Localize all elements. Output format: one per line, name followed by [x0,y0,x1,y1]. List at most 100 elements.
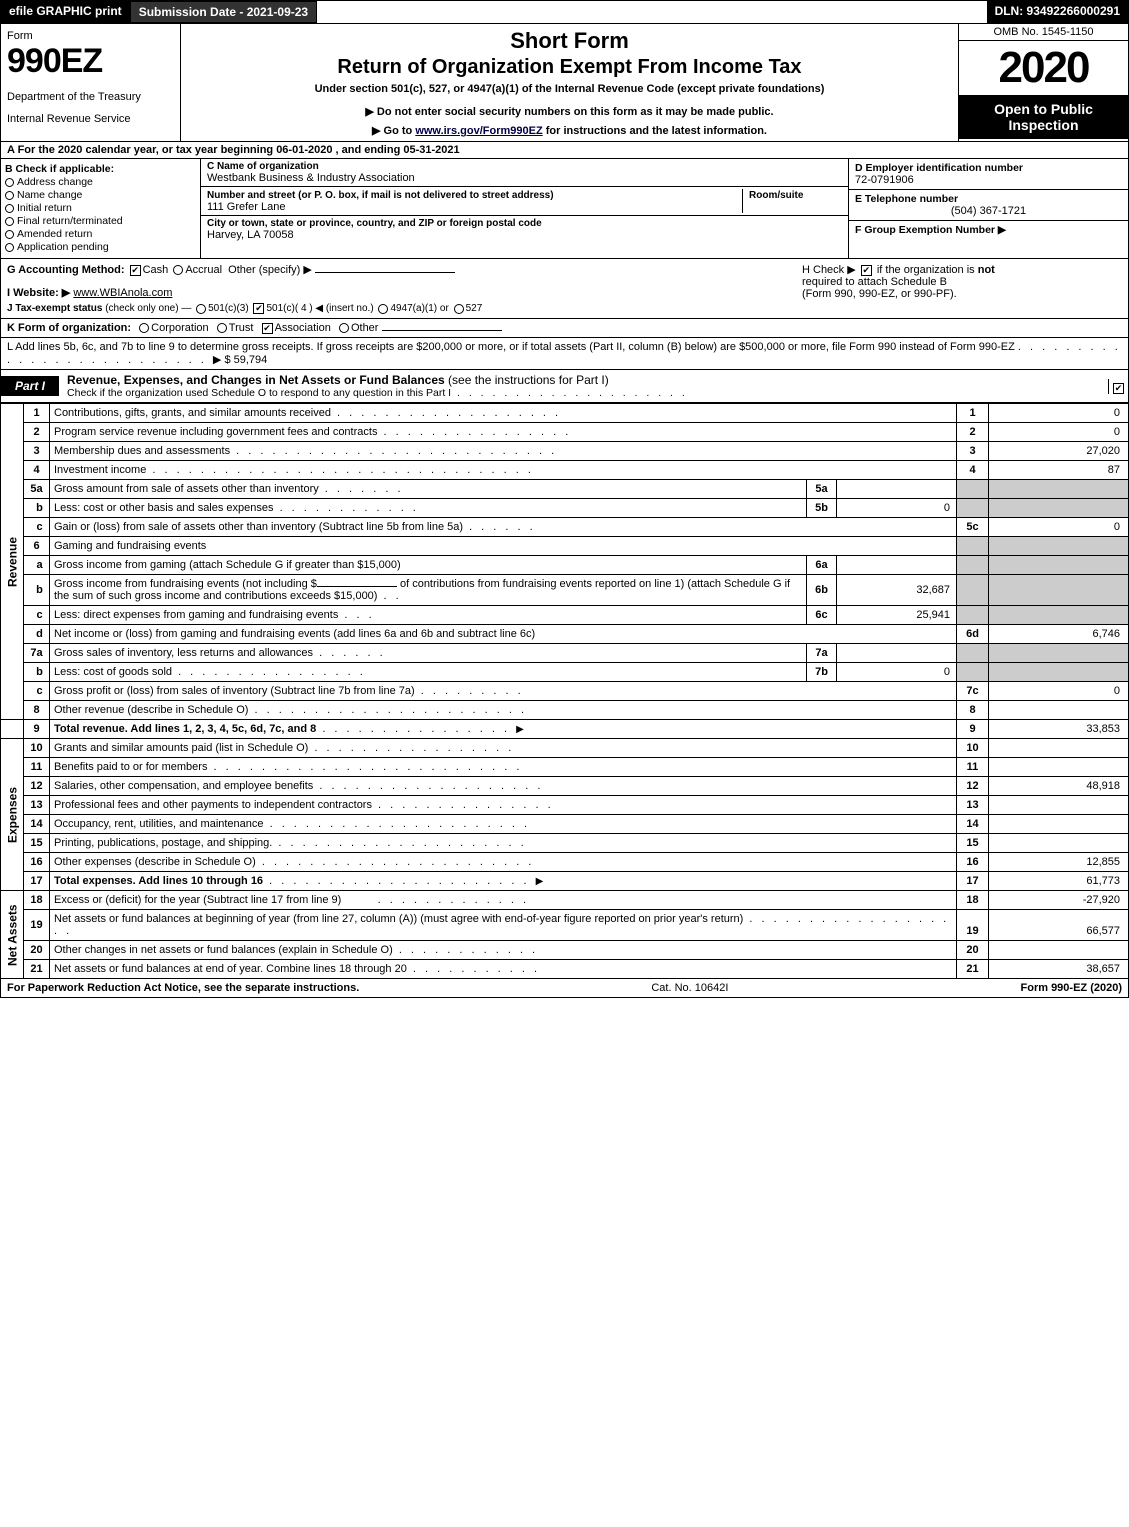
desc: Occupancy, rent, utilities, and maintena… [54,818,264,830]
cb-final-return[interactable]: Final return/terminated [5,215,196,227]
phone-val: (504) 367-1721 [855,205,1122,217]
numcol: 5c [957,518,989,537]
blank-line[interactable] [317,586,397,587]
grey [957,575,989,606]
street-val: 111 Grefer Lane [207,201,285,213]
line-6a: a Gross income from gaming (attach Sched… [1,556,1129,575]
desc: Printing, publications, postage, and shi… [54,837,272,849]
g-other-line[interactable] [315,272,455,273]
cb-501c[interactable] [253,303,264,314]
h-text4: (Form 990, 990-EZ, or 990-PF). [802,288,957,300]
link-post: for instructions and the latest informat… [543,125,767,137]
form-header: Form 990EZ Department of the Treasury In… [0,24,1129,142]
desc: Net assets or fund balances at beginning… [54,913,743,925]
amt: 6,746 [989,625,1129,644]
grey [957,480,989,499]
form-label: Form [7,30,174,42]
grey [957,537,989,556]
j-opt1: 501(c)( 4 ) ◀ (insert no.) [266,303,373,314]
subval [837,480,957,499]
cb-label: Initial return [17,202,72,214]
grey [989,556,1129,575]
k-other-line[interactable] [382,330,502,331]
amt [989,758,1129,777]
footer-left: For Paperwork Reduction Act Notice, see … [7,982,359,994]
cb-pending[interactable]: Application pending [5,241,196,253]
line-20: 20 Other changes in net assets or fund b… [1,941,1129,960]
efile-label[interactable]: efile GRAPHIC print [1,1,130,23]
desc: Benefits paid to or for members [54,761,207,773]
ln: b [24,575,50,606]
amt: 33,853 [989,720,1129,739]
cb-amended[interactable]: Amended return [5,228,196,240]
amt [989,739,1129,758]
cb-h[interactable] [861,265,872,276]
rb-corp[interactable] [139,323,149,333]
part1-tag: Part I [1,376,59,396]
desc: Gross income from fundraising events (no… [54,578,317,590]
line-5a: 5a Gross amount from sale of assets othe… [1,480,1129,499]
line-11: 11 Benefits paid to or for members . . .… [1,758,1129,777]
grey [989,537,1129,556]
j-opt0: 501(c)(3) [208,303,249,314]
grey [989,644,1129,663]
line-19: 19 Net assets or fund balances at beginn… [1,910,1129,941]
cb-assoc[interactable] [262,323,273,334]
subtitle: Under section 501(c), 527, or 4947(a)(1)… [191,83,948,95]
website-val[interactable]: www.WBIAnola.com [73,287,172,299]
cb-name-change[interactable]: Name change [5,189,196,201]
desc: Gross profit or (loss) from sales of inv… [54,685,415,697]
arrow-icon [536,875,544,887]
cb-schedule-o[interactable] [1113,383,1124,394]
submission-date: Submission Date - 2021-09-23 [130,1,317,23]
row-h: H Check ▶ if the organization is not req… [802,263,1122,314]
amt: -27,920 [989,891,1129,910]
ln: 5a [24,480,50,499]
desc: Salaries, other compensation, and employ… [54,780,313,792]
g-accrual: Accrual [185,264,222,276]
rb-other[interactable] [339,323,349,333]
rb-4947[interactable] [378,304,388,314]
ln: 20 [24,941,50,960]
rb-accrual[interactable] [173,265,183,275]
cb-address-change[interactable]: Address change [5,176,196,188]
numcol: 8 [957,701,989,720]
org-name-label: C Name of organization [207,161,842,172]
street-label: Number and street (or P. O. box, if mail… [207,190,554,201]
g-label: G Accounting Method: [7,264,125,276]
amt [989,834,1129,853]
line-3: 3 Membership dues and assessments . . . … [1,442,1129,461]
subbox: 5a [807,480,837,499]
ln: 13 [24,796,50,815]
ln: 14 [24,815,50,834]
ein-label: D Employer identification number [855,162,1023,174]
cb-label: Address change [17,176,93,188]
j-note: (check only one) — [105,303,191,314]
subbox: 7a [807,644,837,663]
footer-formno: Form 990-EZ (2020) [1021,982,1123,994]
numcol: 19 [957,910,989,941]
line-13: 13 Professional fees and other payments … [1,796,1129,815]
subbox: 5b [807,499,837,518]
desc: Investment income [54,464,146,476]
line-6d: d Net income or (loss) from gaming and f… [1,625,1129,644]
desc: Gross sales of inventory, less returns a… [54,647,313,659]
grey [989,575,1129,606]
cb-cash[interactable] [130,265,141,276]
side-expenses: Expenses [1,739,24,891]
line-a-taxyear: A For the 2020 calendar year, or tax yea… [0,142,1129,159]
ssn-note: ▶ Do not enter social security numbers o… [191,105,948,118]
group-exempt-label: F Group Exemption Number ▶ [855,224,1006,236]
ln: 8 [24,701,50,720]
line-5c: c Gain or (loss) from sale of assets oth… [1,518,1129,537]
irs-link[interactable]: www.irs.gov/Form990EZ [415,125,542,137]
cb-initial-return[interactable]: Initial return [5,202,196,214]
ln: 15 [24,834,50,853]
line-7a: 7a Gross sales of inventory, less return… [1,644,1129,663]
rb-527[interactable] [454,304,464,314]
h-text3: required to attach Schedule B [802,276,947,288]
rb-501c3[interactable] [196,304,206,314]
line-17: 17 Total expenses. Add lines 10 through … [1,872,1129,891]
j-opt2: 4947(a)(1) or [390,303,448,314]
rb-trust[interactable] [217,323,227,333]
